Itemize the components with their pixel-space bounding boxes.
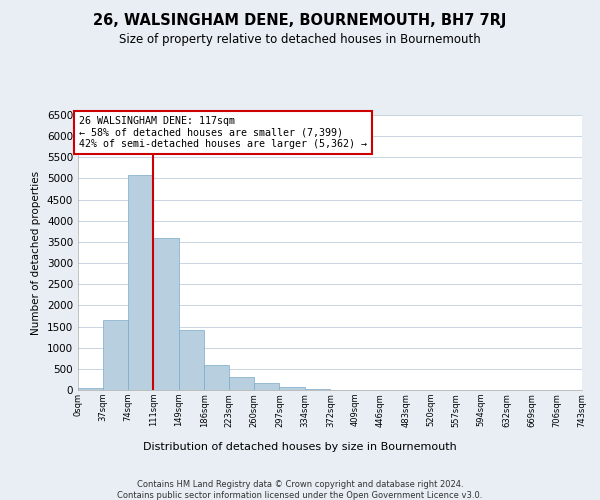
Text: Contains public sector information licensed under the Open Government Licence v3: Contains public sector information licen…	[118, 491, 482, 500]
Bar	[280, 386, 305, 390]
Text: 26 WALSINGHAM DENE: 117sqm
← 58% of detached houses are smaller (7,399)
42% of s: 26 WALSINGHAM DENE: 117sqm ← 58% of deta…	[79, 116, 367, 149]
Bar	[78, 388, 103, 390]
Bar	[305, 388, 331, 390]
Bar	[128, 175, 153, 390]
Text: Contains HM Land Registry data © Crown copyright and database right 2024.: Contains HM Land Registry data © Crown c…	[137, 480, 463, 489]
Bar	[254, 384, 280, 390]
Bar	[204, 365, 229, 390]
Bar	[179, 330, 204, 390]
Bar	[153, 238, 179, 390]
Text: 26, WALSINGHAM DENE, BOURNEMOUTH, BH7 7RJ: 26, WALSINGHAM DENE, BOURNEMOUTH, BH7 7R…	[94, 12, 506, 28]
Bar	[103, 320, 128, 390]
Text: Size of property relative to detached houses in Bournemouth: Size of property relative to detached ho…	[119, 32, 481, 46]
Bar	[229, 378, 254, 390]
Y-axis label: Number of detached properties: Number of detached properties	[31, 170, 41, 334]
Text: Distribution of detached houses by size in Bournemouth: Distribution of detached houses by size …	[143, 442, 457, 452]
